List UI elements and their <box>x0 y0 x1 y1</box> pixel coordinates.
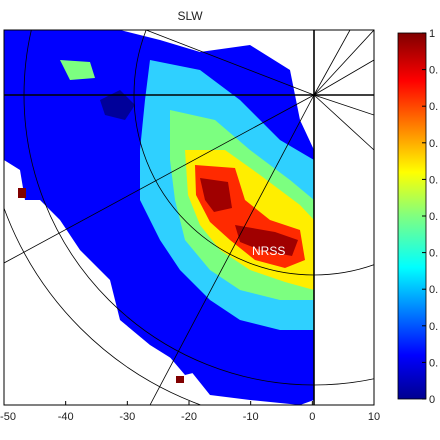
plot-area: NRSS <box>4 30 374 405</box>
field-region-outer-patch <box>168 330 205 375</box>
radial-line <box>313 30 351 96</box>
radial-line <box>313 30 374 96</box>
colorbar-tick-label: 0. <box>429 357 438 369</box>
radar-overlay <box>4 30 374 405</box>
colorbar-tick-label: 0. <box>429 65 438 77</box>
radial-line <box>4 94 315 264</box>
colorbar-tick-label: 0 <box>429 394 435 406</box>
x-tick-label: -10 <box>243 411 259 423</box>
colorbar-tick-label: 0. <box>429 248 438 260</box>
field-region-edge <box>100 90 135 120</box>
field-region-darkred-2 <box>235 225 298 256</box>
x-tick-label: 0 <box>309 411 315 423</box>
field-region-darkred <box>200 178 232 212</box>
station-label: NRSS <box>252 244 285 258</box>
radial-line <box>313 94 374 151</box>
colorbar-tick-label: 0. <box>429 321 438 333</box>
x-tick-label: -20 <box>181 411 197 423</box>
chart-title: SLW <box>177 9 203 23</box>
field-region-green-patch <box>60 60 95 80</box>
field-region-darkred-cell <box>18 188 26 198</box>
radial-line <box>149 94 315 405</box>
x-tick-label: -30 <box>119 411 135 423</box>
colorbar-tick-label: 0. <box>429 211 438 223</box>
radial-line <box>313 94 374 116</box>
colorbar-ticks: 0 0. 0. 0. 0. 0. 0. 0. 0. 0. 1 <box>422 28 438 406</box>
slw-field <box>4 30 314 405</box>
colorbar-tick-label: 0. <box>429 101 438 113</box>
x-tick-label: -40 <box>58 411 74 423</box>
colorbar: 0 0. 0. 0. 0. 0. 0. 0. 0. 0. 1 <box>397 28 438 406</box>
field-region-darkred-cell-2 <box>176 376 184 383</box>
x-tick-label: 10 <box>368 411 380 423</box>
x-tick-label: -50 <box>0 411 16 423</box>
colorbar-gradient <box>397 32 427 400</box>
colorbar-tick-label: 1 <box>429 28 435 40</box>
colorbar-tick-label: 0. <box>429 174 438 186</box>
radial-line <box>144 30 315 96</box>
colorbar-tick-label: 0. <box>429 138 438 150</box>
colorbar-tick-label: 0. <box>429 284 438 296</box>
x-axis: -50 -40 -30 -20 -10 0 10 <box>0 401 380 423</box>
radial-line <box>313 59 374 96</box>
